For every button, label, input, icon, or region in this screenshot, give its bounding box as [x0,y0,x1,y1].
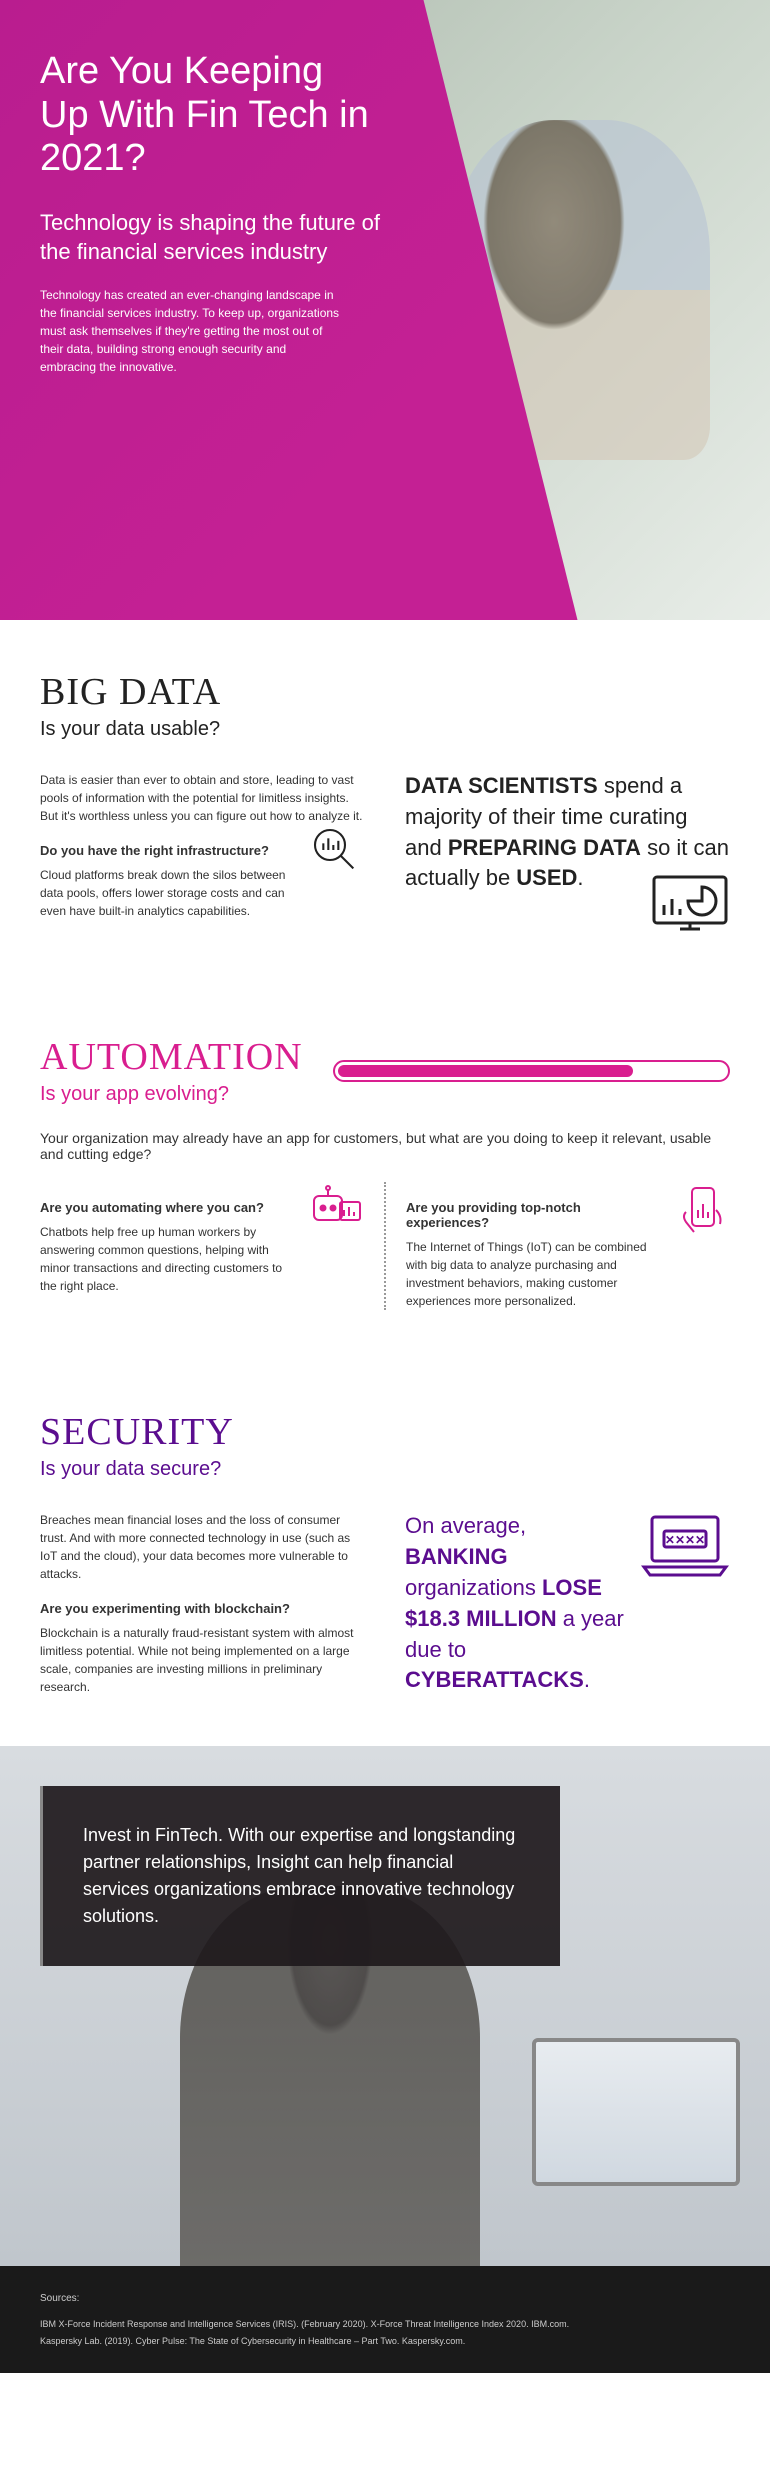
automation-subtitle: Is your app evolving? [40,1083,303,1106]
cta-text: Invest in FinTech. With our expertise an… [83,1822,520,1930]
bigdata-subtitle: Is your data usable? [40,718,730,741]
bigdata-question: Do you have the right infrastructure? [40,843,295,858]
security-section: SECURITY Is your data secure? Breaches m… [0,1360,770,1746]
bigdata-p1: Data is easier than ever to obtain and s… [40,771,365,825]
automation-section: AUTOMATION Is your app evolving? Your or… [0,985,770,1360]
hero-section: Are You Keeping Up With Fin Tech in 2021… [0,0,770,620]
bigdata-p2: Cloud platforms break down the silos bet… [40,866,295,920]
cta-box: Invest in FinTech. With our expertise an… [40,1786,560,1966]
hero-subtitle: Technology is shaping the future of the … [40,209,380,266]
progress-fill [338,1065,633,1077]
security-p1: Breaches mean financial loses and the lo… [40,1511,365,1583]
automation-q2: Are you providing top-notch experiences? [406,1200,662,1230]
security-subtitle: Is your data secure? [40,1458,730,1481]
security-question: Are you experimenting with blockchain? [40,1601,365,1616]
magnify-chart-icon [305,825,365,875]
dashboard-chart-icon [650,871,730,935]
bigdata-title: BIG DATA [40,670,730,714]
bigdata-callout: DATA SCIENTISTS spend a majority of thei… [405,771,730,894]
hero-content: Are You Keeping Up With Fin Tech in 2021… [0,0,420,426]
laptop-password-icon: ✕✕✕✕ [640,1511,730,1581]
chatbot-icon [308,1182,364,1238]
footer-sources: Sources: IBM X-Force Incident Response a… [0,2266,770,2372]
footer-source-1: IBM X-Force Incident Response and Intell… [40,2316,730,2332]
bigdata-right-col: DATA SCIENTISTS spend a majority of thei… [405,771,730,935]
bigdata-section: BIG DATA Is your data usable? Data is ea… [0,620,770,985]
footer-title: Sources: [40,2290,730,2308]
automation-body1: Chatbots help free up human workers by a… [40,1223,296,1295]
automation-intro: Your organization may already have an ap… [40,1130,730,1162]
hero-body: Technology has created an ever-changing … [40,286,340,376]
security-callout: On average, BANKING organizations LOSE $… [405,1511,624,1696]
automation-col2: Are you providing top-notch experiences?… [384,1182,730,1310]
footer-source-2: Kaspersky Lab. (2019). Cyber Pulse: The … [40,2333,730,2349]
security-title: SECURITY [40,1410,730,1454]
security-left-col: Breaches mean financial loses and the lo… [40,1511,365,1696]
automation-body2: The Internet of Things (IoT) can be comb… [406,1238,662,1310]
security-right-col: On average, BANKING organizations LOSE $… [405,1511,730,1696]
svg-text:✕✕✕✕: ✕✕✕✕ [665,1533,705,1547]
hero-title: Are You Keeping Up With Fin Tech in 2021… [40,50,380,181]
bigdata-left-col: Data is easier than ever to obtain and s… [40,771,365,935]
security-p2: Blockchain is a naturally fraud-resistan… [40,1624,365,1696]
mobile-hand-icon [674,1182,730,1238]
automation-col1: Are you automating where you can? Chatbo… [40,1182,384,1310]
automation-title: AUTOMATION [40,1035,303,1079]
automation-q1: Are you automating where you can? [40,1200,296,1215]
progress-bar-icon [333,1060,730,1082]
cta-section: Invest in FinTech. With our expertise an… [0,1746,770,2266]
